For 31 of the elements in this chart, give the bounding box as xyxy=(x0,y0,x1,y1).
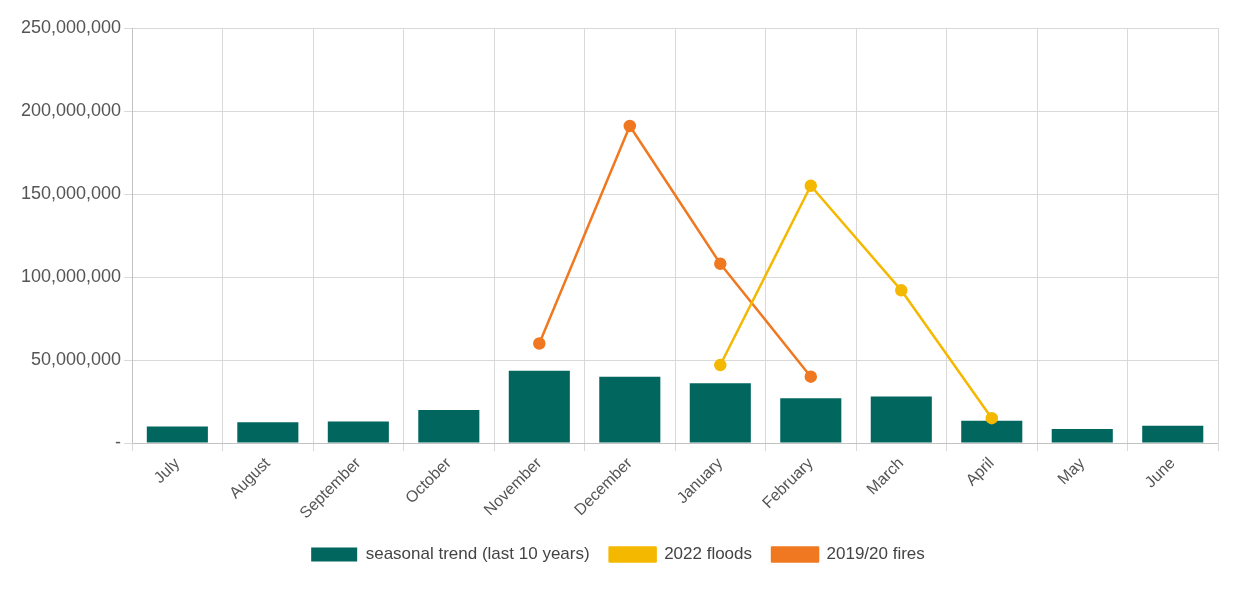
bar xyxy=(870,396,932,443)
point xyxy=(714,358,727,372)
bar xyxy=(237,422,299,443)
y-tick-label: 200,000,000 xyxy=(20,99,122,120)
bar xyxy=(418,409,480,443)
bar xyxy=(1142,425,1204,443)
bar xyxy=(146,426,208,443)
bar xyxy=(599,376,661,443)
legend-label: 2019/20 fires xyxy=(826,544,925,564)
point xyxy=(804,370,818,383)
y-tick-label: 150,000,000 xyxy=(20,183,122,203)
y-tick-label: 250,000,000 xyxy=(20,16,122,37)
bar xyxy=(327,421,389,443)
point xyxy=(895,284,908,297)
point xyxy=(985,411,999,425)
y-tick-label: 100,000,000 xyxy=(20,266,122,287)
point xyxy=(623,119,637,133)
bar xyxy=(508,370,570,443)
x-tick-label: July xyxy=(150,454,183,487)
x-tick-label: May xyxy=(1054,454,1088,488)
bar xyxy=(780,398,842,443)
legend-label: seasonal trend (last 10 years) xyxy=(365,544,590,564)
point xyxy=(714,257,727,271)
bar xyxy=(961,420,1023,443)
bar xyxy=(689,383,751,443)
point xyxy=(533,337,546,350)
point xyxy=(804,179,818,192)
y-tick-label: 50,000,000 xyxy=(31,349,122,370)
y-tick-label: - xyxy=(115,432,122,453)
bar xyxy=(1051,428,1113,443)
legend-label: 2022 floods xyxy=(664,544,753,564)
